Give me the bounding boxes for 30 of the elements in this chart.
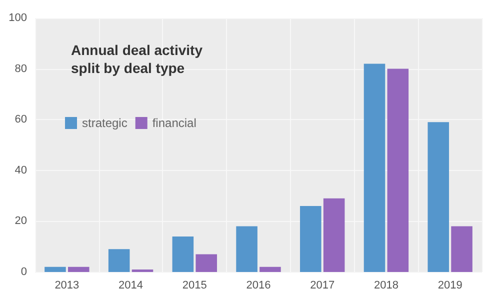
- y-tick-label: 80: [14, 62, 27, 75]
- legend-label: strategic: [82, 116, 128, 130]
- bar: [196, 254, 217, 272]
- text: Annual deal activity split by deal type: [71, 42, 203, 76]
- bar: [172, 236, 194, 272]
- legend-label: financial: [152, 116, 196, 130]
- bar: [68, 266, 90, 272]
- x-tick-label: 2017: [310, 280, 335, 292]
- x-tick-label: 2019: [438, 280, 462, 292]
- bar: [44, 266, 66, 272]
- x-tick-label: 2018: [374, 280, 398, 292]
- bar: [260, 266, 281, 272]
- bar: [387, 68, 409, 272]
- y-tick-label: 100: [8, 12, 27, 24]
- x-tick-label: 2014: [118, 280, 144, 292]
- x-tick-label: 2016: [246, 280, 271, 292]
- bar: [451, 226, 472, 272]
- y-tick-label: 40: [14, 164, 27, 176]
- bar: [323, 198, 345, 272]
- bar: [108, 249, 130, 272]
- bar: [300, 206, 322, 272]
- y-tick-label: 60: [14, 114, 27, 126]
- x-tick-label: 2013: [54, 280, 80, 292]
- bar: [236, 226, 258, 272]
- y-tick-label: 20: [14, 215, 27, 228]
- bar: [364, 64, 386, 272]
- y-tick-label: 0: [20, 266, 27, 278]
- bar: [428, 122, 450, 272]
- x-tick-label: 2015: [182, 280, 207, 292]
- bar: [132, 269, 154, 272]
